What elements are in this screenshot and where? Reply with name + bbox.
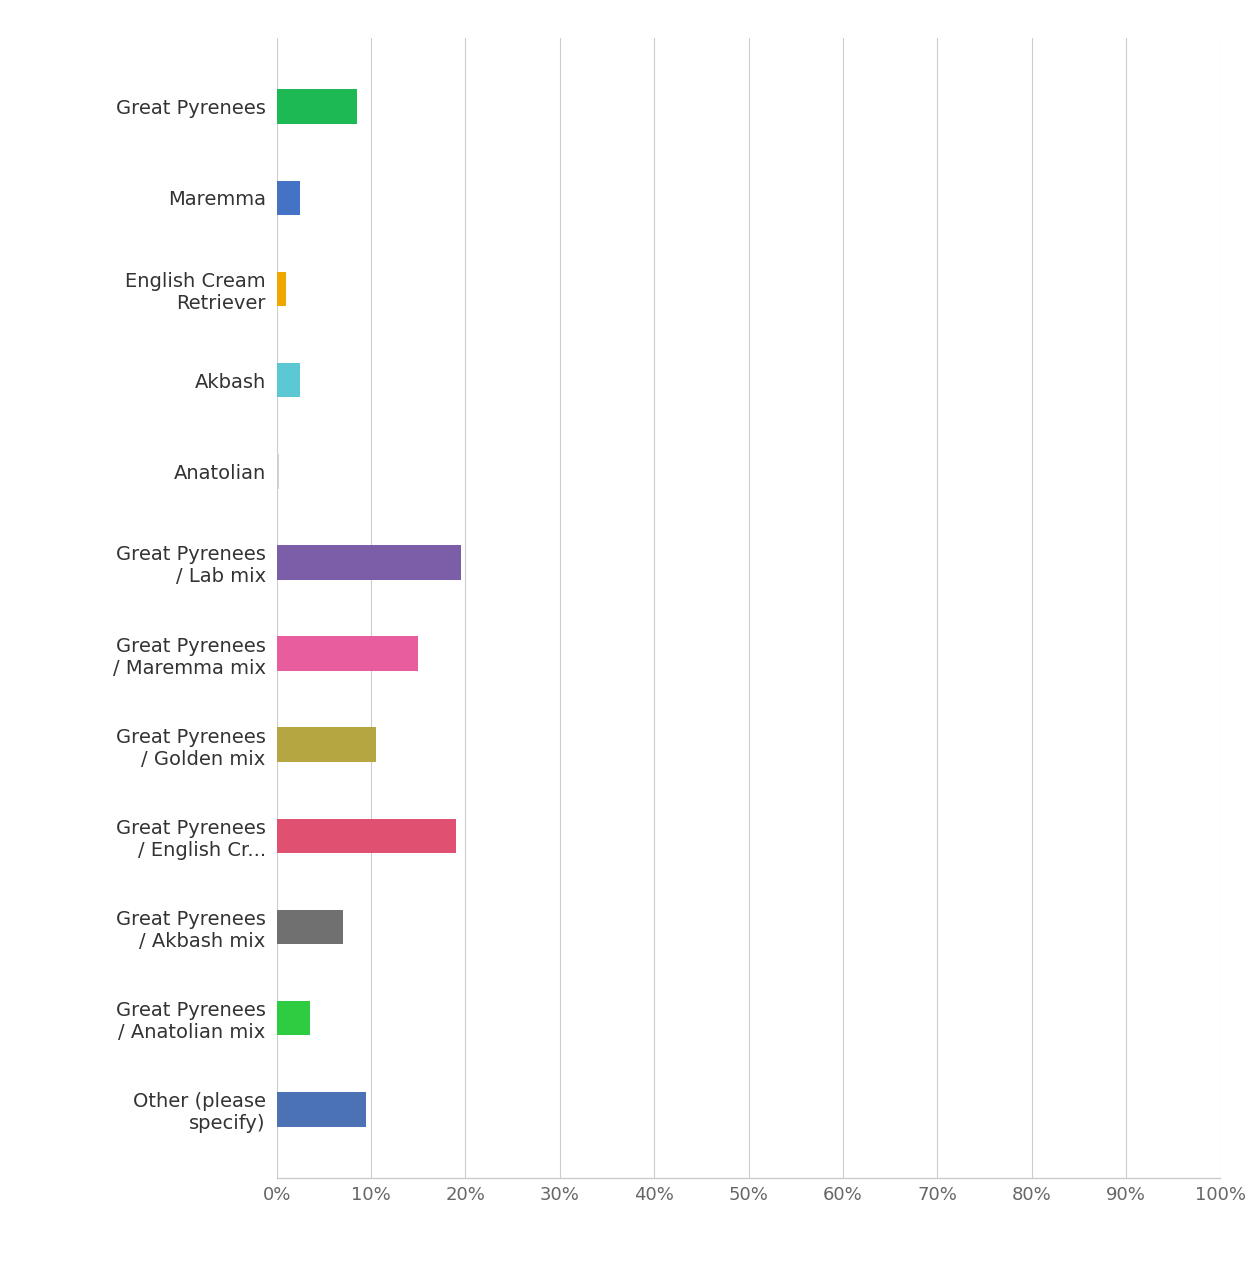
Bar (277, 545, 460, 580)
Bar (277, 271, 287, 306)
Bar (277, 727, 376, 762)
Bar (277, 636, 418, 671)
Bar (277, 1001, 309, 1036)
Bar (277, 454, 279, 489)
Bar (277, 818, 455, 854)
Bar (277, 180, 301, 215)
Bar (277, 90, 357, 124)
Bar (277, 1092, 366, 1126)
Bar (277, 362, 301, 398)
Bar (277, 910, 342, 945)
